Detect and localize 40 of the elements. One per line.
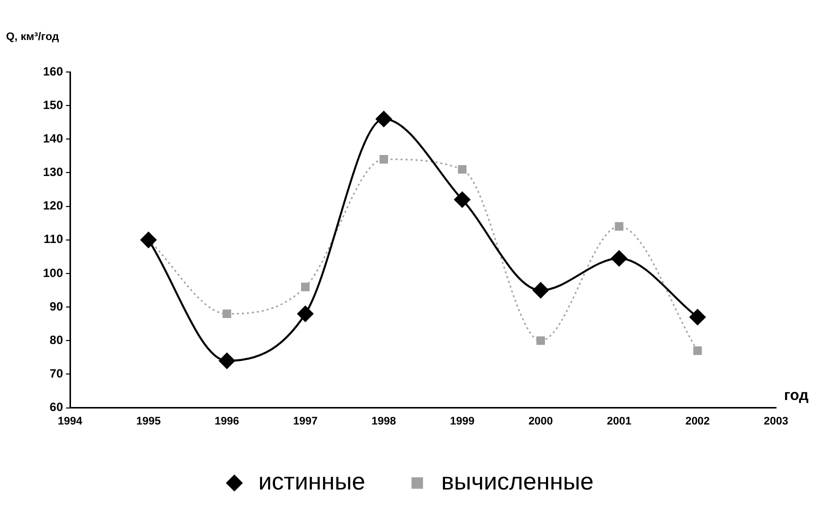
x-tick-label: 2003 (764, 415, 788, 428)
point (458, 165, 467, 174)
point (301, 282, 310, 292)
point (218, 352, 235, 369)
y-tick-label: 160 (42, 64, 64, 78)
x-axis-title: год (784, 386, 810, 404)
y-tick-label: 130 (42, 165, 64, 180)
x-tick-label: 2002 (685, 415, 710, 428)
point (454, 192, 470, 208)
x-tick-label: 1998 (372, 415, 396, 428)
point (536, 336, 545, 345)
x-tick-label: 2001 (606, 415, 632, 428)
y-tick-label: 140 (42, 131, 64, 146)
point (690, 309, 706, 326)
x-tick-label: 1997 (293, 415, 318, 428)
y-tick-label: 100 (42, 266, 64, 280)
y-tick-label: 80 (50, 332, 64, 347)
point (693, 346, 702, 355)
point (532, 282, 549, 298)
point (297, 306, 314, 322)
x-tick-label: 1995 (136, 415, 161, 428)
point (140, 232, 156, 248)
x-tick-label: 1999 (450, 415, 474, 428)
y-tick-label: 70 (50, 366, 64, 381)
y-tick-label: 150 (42, 98, 64, 112)
point (376, 111, 392, 128)
y-tick-label: 60 (50, 400, 64, 414)
y-tick-label: 90 (50, 299, 64, 314)
y-tick-label: 120 (42, 198, 64, 213)
point (222, 309, 232, 318)
y-tick-label: 110 (44, 232, 64, 246)
y-axis-title: Q, км³/год (6, 31, 60, 43)
point (611, 250, 628, 266)
point (380, 155, 388, 164)
legend-label: истинные (258, 468, 366, 496)
x-tick-label: 2000 (528, 415, 553, 428)
point (614, 222, 624, 231)
x-tick-label: 1994 (58, 415, 84, 428)
x-tick-label: 1996 (214, 415, 240, 428)
legend-label: вычисленные (441, 468, 594, 496)
